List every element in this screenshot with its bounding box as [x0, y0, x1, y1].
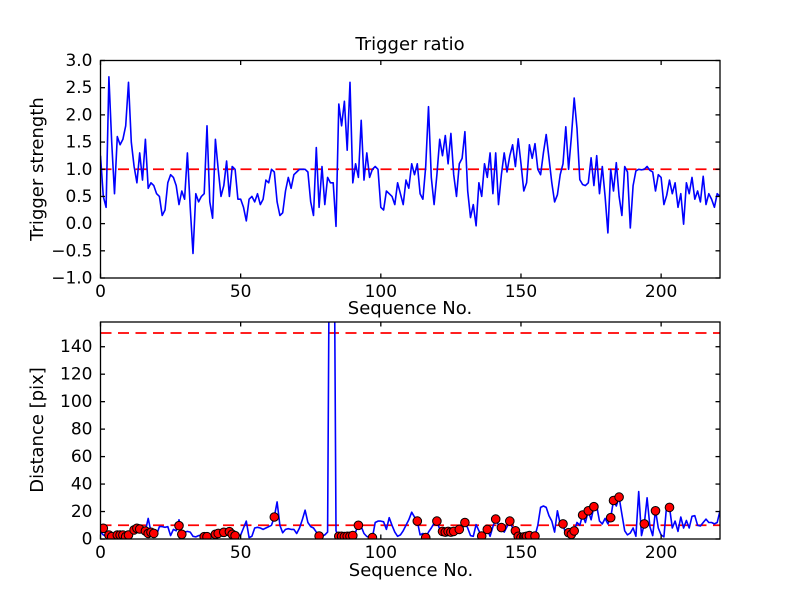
- marker-point: [269, 512, 280, 522]
- marker-point: [505, 516, 515, 526]
- marker-point: [476, 531, 487, 539]
- y-tick-label: 1.5: [65, 133, 92, 153]
- y-tick-label: 3.0: [65, 51, 92, 71]
- marker-point: [589, 501, 599, 512]
- y-tick-label: 40: [71, 475, 93, 495]
- y-tick-label: 0.0: [65, 214, 92, 234]
- y-tick-label: 0.5: [65, 187, 92, 207]
- marker-point: [490, 514, 501, 524]
- marker-point: [605, 512, 616, 523]
- plot-area-distance: [100, 322, 720, 539]
- top-y-axis-label: Trigger strength: [27, 97, 48, 241]
- x-tick-label: 150: [505, 543, 537, 563]
- x-tick-label: 50: [230, 543, 252, 563]
- y-tick-label: 1.0: [65, 160, 92, 180]
- marker-point: [314, 531, 324, 539]
- marker-point: [664, 502, 675, 513]
- marker-point: [348, 530, 358, 539]
- marker-point: [412, 516, 423, 526]
- y-tick-label: 60: [71, 447, 93, 467]
- marker-point: [482, 524, 493, 535]
- marker-point: [432, 516, 442, 526]
- chart-title: Trigger ratio: [355, 34, 465, 55]
- y-tick-label: 2.0: [65, 105, 92, 125]
- y-tick-label: 140: [60, 337, 92, 357]
- y-tick-label: 20: [71, 502, 93, 522]
- x-tick-label: 0: [95, 282, 106, 302]
- top-x-axis-label: Sequence No.: [347, 298, 473, 319]
- y-tick-label: −1.0: [51, 269, 92, 289]
- axes-spines: [99, 321, 721, 540]
- marker-point: [460, 517, 470, 528]
- marker-point: [650, 506, 661, 516]
- x-tick-label: 150: [505, 282, 537, 302]
- x-tick-label: 50: [230, 282, 252, 302]
- y-tick-label: 2.5: [65, 78, 92, 98]
- marker-point: [614, 492, 624, 502]
- marker-point: [420, 532, 431, 539]
- x-tick-label: 100: [365, 282, 397, 302]
- marker-point: [367, 532, 378, 539]
- marker-point: [530, 531, 540, 539]
- marker-point: [177, 529, 187, 539]
- marker-point: [353, 520, 364, 531]
- x-tick-label: 0: [95, 543, 106, 563]
- y-tick-label: 120: [60, 365, 92, 385]
- marker-point: [496, 522, 507, 533]
- bottom-x-axis-label: Sequence No.: [348, 560, 474, 581]
- marker-point: [149, 528, 159, 539]
- marker-point: [454, 524, 465, 535]
- marker-point: [230, 530, 240, 539]
- marker-point: [202, 531, 212, 539]
- plot-area-trigger: [100, 76, 720, 255]
- marker-point: [569, 526, 580, 536]
- marker-point: [639, 519, 650, 529]
- y-tick-label: 80: [71, 420, 93, 440]
- trigger-strength-line: [100, 76, 720, 255]
- x-tick-label: 100: [365, 543, 397, 563]
- marker-point: [558, 519, 568, 529]
- y-tick-label: 0: [82, 530, 93, 550]
- x-tick-label: 200: [645, 543, 677, 563]
- marker-point: [100, 523, 109, 534]
- x-tick-label: 200: [645, 282, 677, 302]
- y-tick-label: −0.5: [51, 241, 92, 261]
- bottom-y-axis-label: Distance [pix]: [27, 367, 48, 493]
- y-tick-label: 100: [60, 392, 92, 412]
- marker-point: [174, 520, 184, 531]
